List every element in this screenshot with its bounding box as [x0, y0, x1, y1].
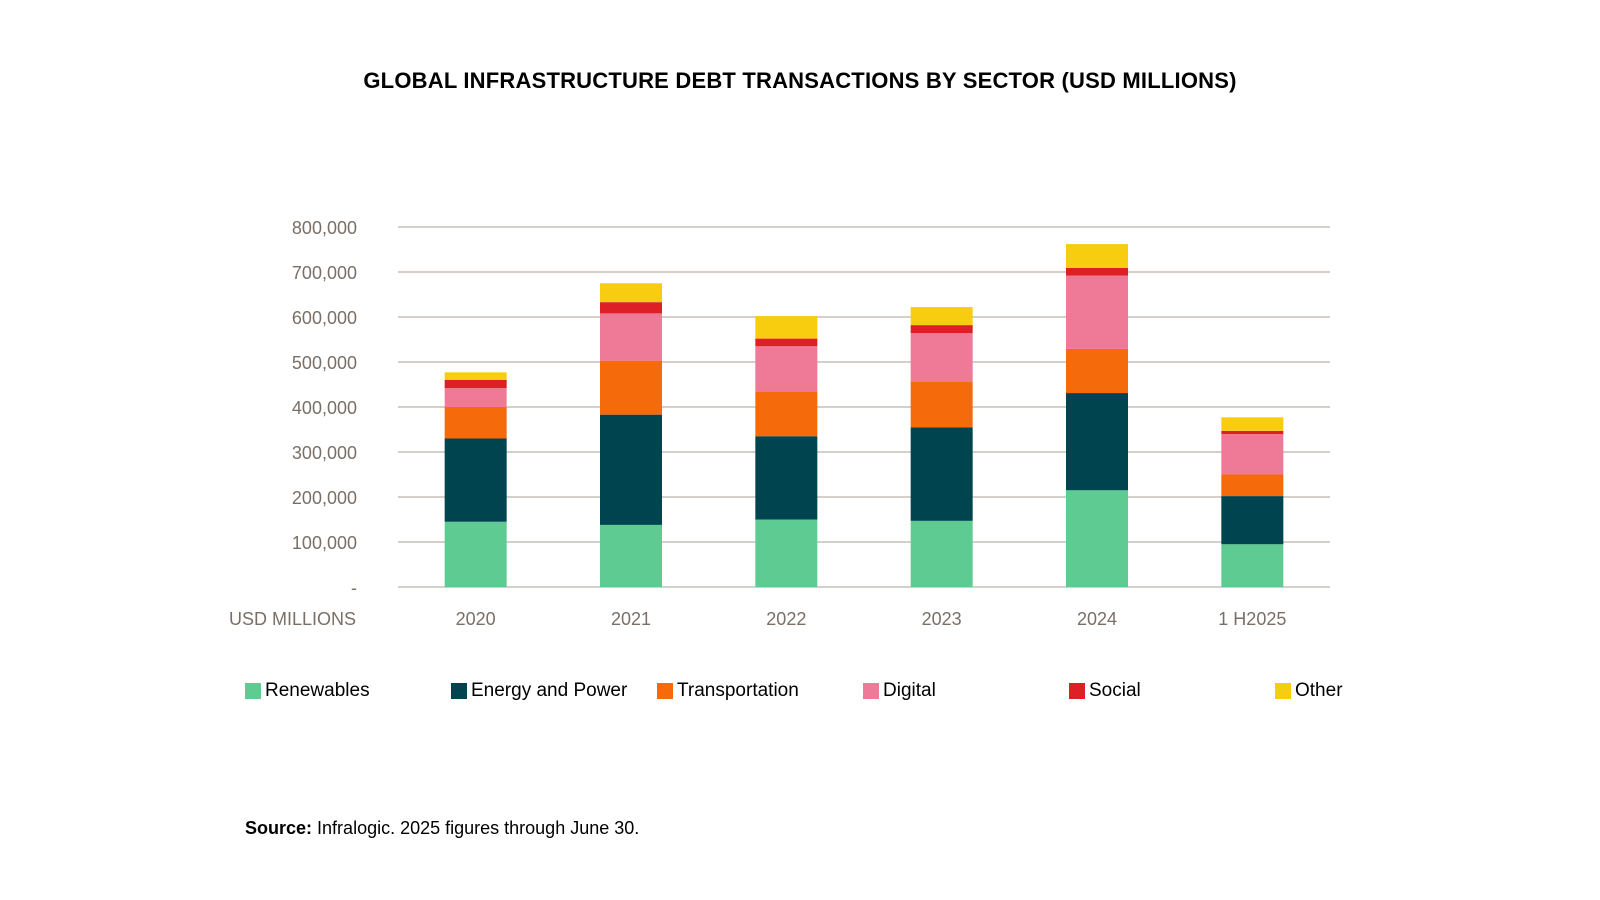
bar-segment-renewables [600, 524, 662, 587]
bar-segment-energy-and-power [444, 438, 507, 522]
legend-item-other: Other [1275, 680, 1343, 702]
bar-segment-energy-and-power [1066, 393, 1128, 491]
bar-segment-digital [1221, 434, 1284, 475]
legend-label: Other [1295, 680, 1343, 701]
legend-swatch [863, 683, 879, 699]
bar-segment-renewables [910, 520, 973, 587]
bar-segment-social [1066, 267, 1128, 276]
bar-segment-digital [755, 346, 818, 392]
y-tick-label: 800,000 [292, 218, 357, 238]
bar-segment-social [600, 302, 662, 314]
legend-item-transportation: Transportation [657, 680, 799, 702]
legend-item-social: Social [1069, 680, 1141, 702]
legend-label: Transportation [677, 680, 799, 701]
y-tick-label: 700,000 [292, 263, 357, 283]
bar-segment-renewables [1066, 490, 1128, 587]
legend-label: Social [1089, 680, 1141, 701]
x-tick-label: 1 H2025 [1218, 609, 1286, 629]
legend-item-renewables: Renewables [245, 680, 370, 702]
y-tick-label: 200,000 [292, 488, 357, 508]
legend-item-digital: Digital [863, 680, 936, 702]
legend-label: Digital [883, 680, 936, 701]
y-axis-unit-label: USD MILLIONS [229, 609, 356, 629]
bar-segment-energy-and-power [910, 427, 973, 521]
gridlines [398, 226, 1330, 588]
legend-swatch [1069, 683, 1085, 699]
bar-segment-transportation [755, 391, 818, 437]
legend-label: Renewables [265, 680, 370, 701]
y-axis: - 100,000 200,000 300,000 400,000 500,000 600,… [292, 218, 357, 598]
bar-segment-energy-and-power [755, 436, 818, 520]
bar-segment-other [910, 307, 973, 326]
legend: Renewables Energy and Power Transportation… [0, 680, 1600, 704]
bar-segment-renewables [1221, 544, 1284, 587]
bar-segment-social [1221, 430, 1284, 434]
bar-segment-renewables [755, 519, 818, 587]
bar-segment-social [910, 325, 973, 334]
bar-segment-energy-and-power [600, 414, 662, 525]
bar-segment-transportation [600, 360, 662, 415]
bar-segment-digital [444, 388, 507, 407]
x-tick-label: 2024 [1077, 609, 1117, 629]
legend-swatch [657, 683, 673, 699]
bar-segment-digital [600, 313, 662, 361]
bar-segment-renewables [444, 521, 507, 587]
chart-title: GLOBAL INFRASTRUCTURE DEBT TRANSACTIONS … [363, 68, 1237, 93]
x-tick-label: 2023 [922, 609, 962, 629]
legend-swatch [1275, 683, 1291, 699]
legend-label: Energy and Power [471, 680, 628, 701]
y-tick-label: 500,000 [292, 353, 357, 373]
x-axis: 2020 2021 2022 2023 2024 1 H2025 [456, 609, 1287, 629]
bar-segment-social [755, 338, 818, 347]
x-tick-label: 2020 [456, 609, 496, 629]
bar-segment-other [444, 372, 507, 380]
bar-segment-transportation [1066, 348, 1128, 394]
legend-swatch [451, 683, 467, 699]
source-text: Infralogic. 2025 figures through June 30… [317, 818, 640, 838]
bar-segment-transportation [910, 381, 973, 428]
bar-segment-digital [910, 333, 973, 382]
bar-segment-other [1066, 244, 1128, 268]
y-tick-label: - [351, 578, 357, 598]
bar-segment-transportation [1221, 474, 1284, 497]
y-tick-label: 300,000 [292, 443, 357, 463]
source-label: Source: [245, 818, 313, 838]
bars [444, 244, 1284, 587]
bar-segment-other [1221, 417, 1284, 431]
bar-segment-digital [1066, 275, 1128, 349]
x-tick-label: 2021 [611, 609, 651, 629]
bar-segment-social [444, 380, 507, 389]
legend-swatch [245, 683, 261, 699]
bar-segment-energy-and-power [1221, 496, 1284, 545]
y-tick-label: 600,000 [292, 308, 357, 328]
legend-item-energy-and-power: Energy and Power [451, 680, 627, 702]
y-tick-label: 100,000 [292, 533, 357, 553]
y-tick-label: 400,000 [292, 398, 357, 418]
bar-segment-other [600, 283, 662, 303]
bar-segment-transportation [444, 407, 507, 439]
x-tick-label: 2022 [766, 609, 806, 629]
source-note: Source: Infralogic. 2025 figures through… [245, 818, 639, 839]
bar-segment-other [755, 316, 818, 339]
